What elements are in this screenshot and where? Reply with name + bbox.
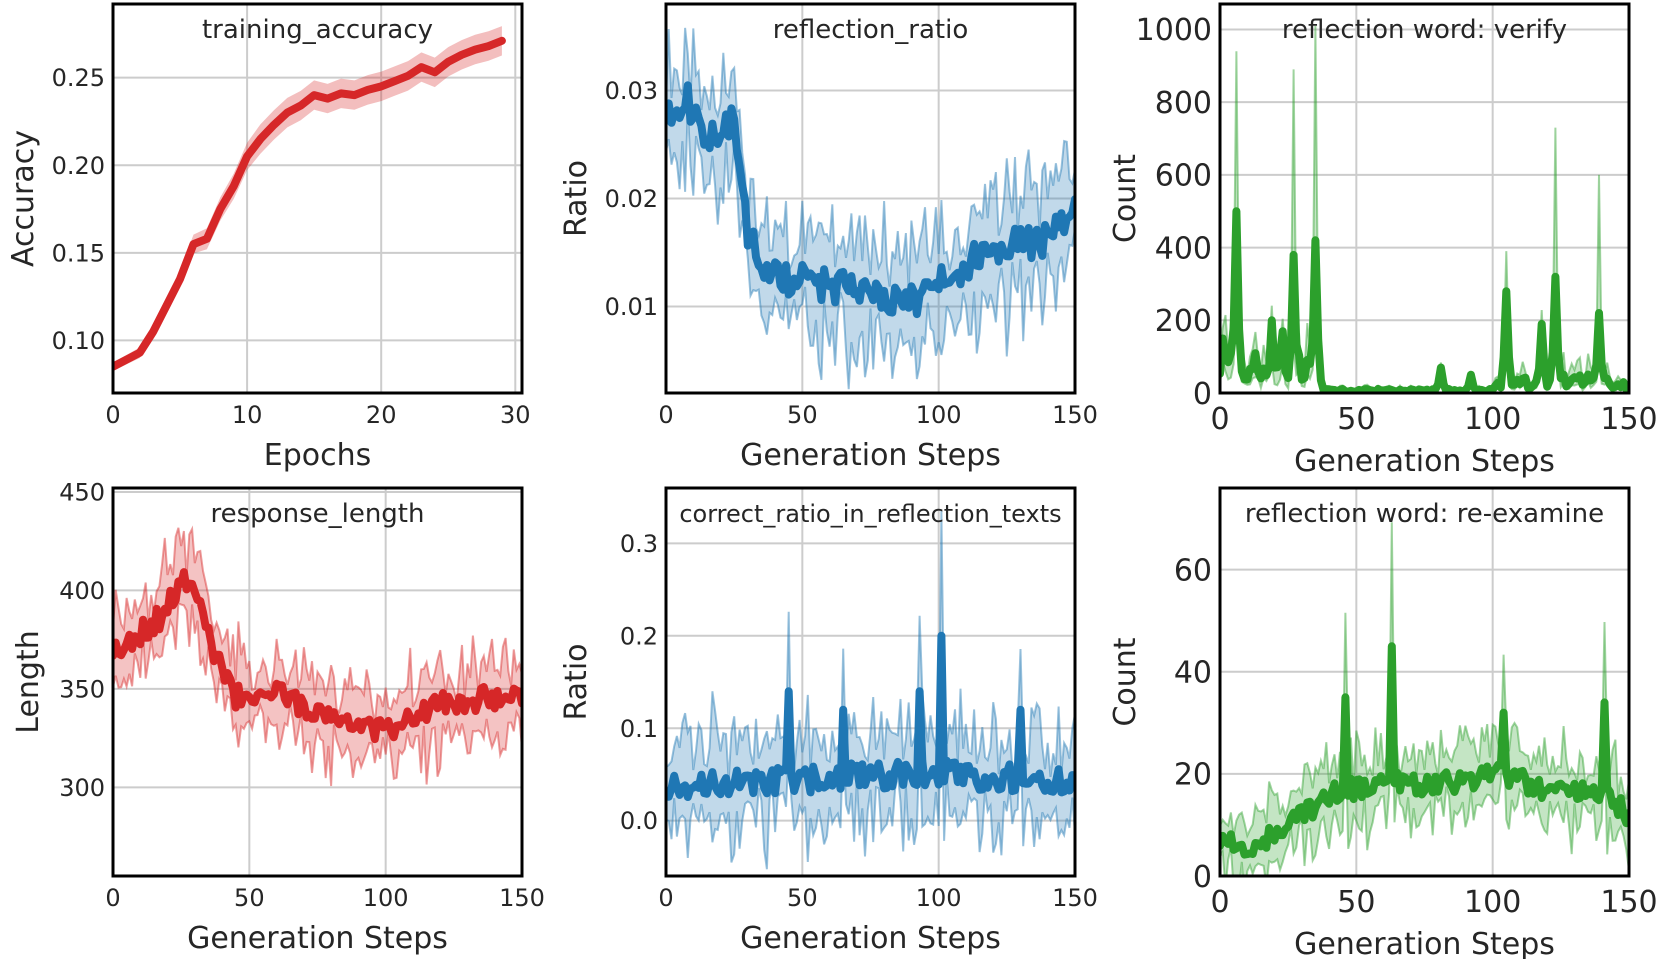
reexamine-ytick-label: 0 [1193,860,1212,895]
verify-mean-line [1220,207,1629,393]
acc-xtick-label: 30 [500,401,531,429]
correct-lower-line [666,686,1075,870]
reexamine-xtick-label: 0 [1210,885,1229,920]
refl-chart: 0 50 100 150 0.01 0.02 0.03 Generation Steps Rat… [559,2,1098,473]
refl-title: reflection_ratio [773,15,969,45]
acc-frame [111,2,524,395]
len-upper-line [113,525,522,724]
refl-ytick-label: 0.02 [605,185,658,213]
refl-xtick-label: 150 [1052,401,1098,429]
refl-xtick-label: 50 [787,401,818,429]
reexamine-frame [1218,486,1631,878]
verify-xlabel: Generation Steps [1294,444,1555,479]
reexamine-ytick-label: 20 [1174,758,1212,793]
verify-xtick-label: 150 [1600,402,1657,437]
reexamine-band [1220,522,1629,876]
correct-chart: 0 50 100 150 0.0 0.1 0.2 0.3 Generation Steps Rat… [559,486,1098,956]
refl-frame [664,2,1077,395]
acc-chart: 0 10 20 30 0.10 0.15 0.20 0.25 Epochs Accuracy tra… [6,2,531,473]
reexamine-ylabel: Count [1108,637,1143,726]
correct-xlabel: Generation Steps [740,921,1001,956]
refl-ylabel: Ratio [559,160,594,237]
len-ytick-label: 350 [59,676,105,704]
verify-chart: 0 50 100 150 0 200 400 600 800 1000 Generation Ste… [1108,2,1658,479]
verify-xtick-label: 0 [1210,402,1229,437]
verify-ytick-label: 600 [1155,159,1212,194]
len-lower-line [113,601,522,787]
correct-mean-line [666,631,1075,801]
verify-ytick-label: 1000 [1136,13,1212,48]
correct-title: correct_ratio_in_reflection_texts [679,500,1061,528]
len-ytick-label: 450 [59,479,105,507]
acc-ytick-label: 0.25 [52,64,105,92]
correct-frame [664,486,1077,878]
verify-title: reflection word: verify [1282,15,1567,45]
verify-ytick-label: 200 [1155,304,1212,339]
len-ylabel: Length [11,630,46,733]
correct-xtick-label: 0 [658,884,673,912]
acc-ytick-label: 0.10 [52,327,105,355]
len-chart: 0 50 100 150 300 350 400 450 Generation Steps Len… [11,479,545,956]
acc-ytick-label: 0.20 [52,152,105,180]
refl-band [666,27,1075,390]
acc-xtick-label: 0 [105,401,120,429]
refl-xtick-label: 100 [916,401,962,429]
reexamine-xtick-label: 100 [1464,885,1521,920]
reexamine-xlabel: Generation Steps [1294,927,1555,959]
verify-band [1220,25,1629,393]
correct-ytick-label: 0.2 [620,622,658,650]
refl-mean-line [666,81,1075,319]
reexamine-lower-line [1220,680,1629,876]
reexamine-xtick-label: 150 [1600,885,1657,920]
reexamine-xtick-label: 50 [1337,885,1375,920]
correct-ylabel: Ratio [559,643,594,720]
verify-xtick-label: 50 [1337,402,1375,437]
verify-ytick-label: 800 [1155,86,1212,121]
acc-xlabel: Epochs [264,438,372,473]
reexamine-ytick-label: 40 [1174,656,1212,691]
refl-ytick-label: 0.01 [605,293,658,321]
acc-xtick-label: 20 [366,401,397,429]
correct-xtick-label: 150 [1052,884,1098,912]
verify-frame [1218,2,1631,395]
reexamine-mean-line [1220,642,1629,859]
acc-ylabel: Accuracy [6,130,41,267]
acc-ytick-label: 0.15 [52,239,105,267]
reexamine-title: reflection word: re-examine [1245,499,1604,529]
verify-ytick-label: 400 [1155,231,1212,266]
len-xtick-label: 50 [234,884,265,912]
acc-title: training_accuracy [202,15,433,45]
verify-xtick-label: 100 [1464,402,1521,437]
verify-ylabel: Count [1108,154,1143,243]
acc-mean-line [113,36,506,371]
reexamine-upper-line [1220,522,1629,839]
len-xtick-label: 100 [363,884,409,912]
len-xtick-label: 0 [105,884,120,912]
len-mean-line [113,568,522,744]
len-xlabel: Generation Steps [187,921,448,956]
len-title: response_length [211,499,425,529]
refl-upper-line [666,27,1075,290]
reexamine-ytick-label: 60 [1174,553,1212,588]
len-frame [111,486,524,878]
correct-ytick-label: 0.0 [620,807,658,835]
correct-xtick-label: 50 [787,884,818,912]
correct-xtick-label: 100 [916,884,962,912]
refl-ytick-label: 0.03 [605,77,658,105]
refl-xtick-label: 0 [658,401,673,429]
len-ytick-label: 300 [59,774,105,802]
reexamine-chart: 0 50 100 150 0 20 40 60 Generation Steps Count ref… [1108,486,1658,959]
correct-upper-line [666,510,1075,782]
acc-xtick-label: 10 [232,401,263,429]
verify-ytick-label: 0 [1193,377,1212,412]
correct-ytick-label: 0.3 [620,530,658,558]
correct-ytick-label: 0.1 [620,715,658,743]
refl-xlabel: Generation Steps [740,438,1001,473]
len-ytick-label: 400 [59,577,105,605]
len-xtick-label: 150 [499,884,545,912]
